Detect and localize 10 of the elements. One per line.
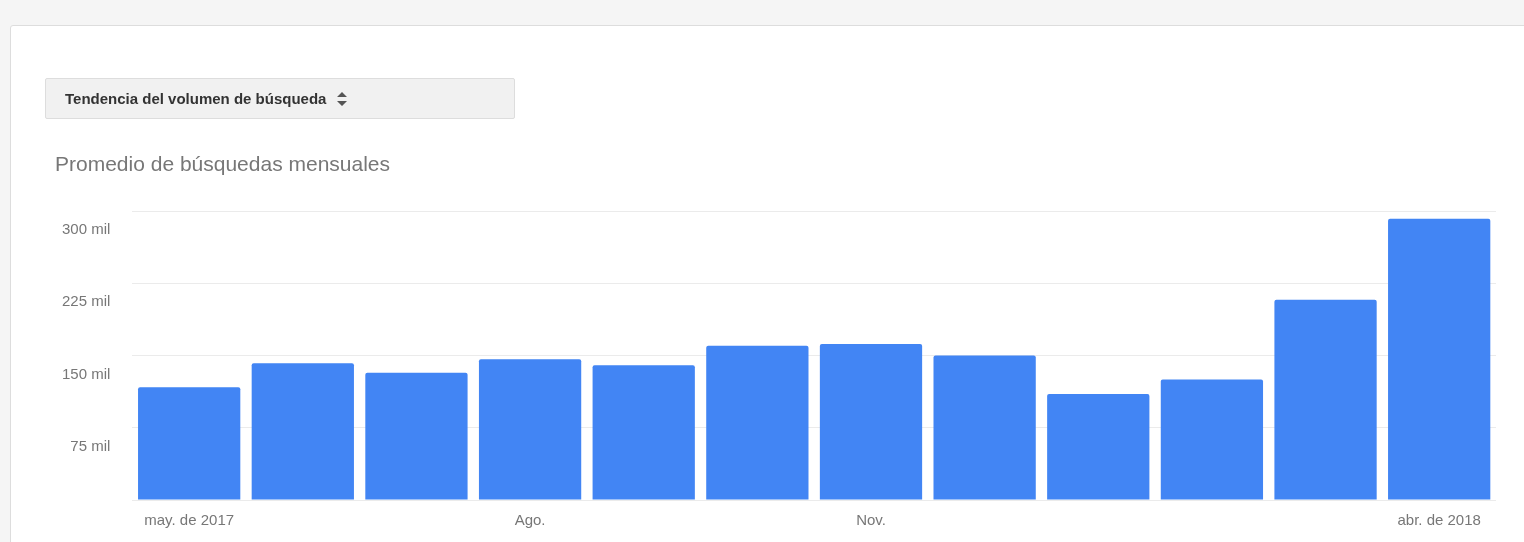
chart-title: Tendencia del volumen de búsqueda: [65, 90, 327, 107]
y-tick-label: 300 mil: [62, 220, 111, 238]
y-tick-label: 225 mil: [62, 292, 111, 310]
chart-subtitle: Promedio de búsquedas mensuales: [55, 152, 391, 176]
x-tick-label: abr. de 2018: [1397, 511, 1481, 529]
x-tick-label: Nov.: [856, 511, 886, 529]
y-tick-label: 150 mil: [62, 364, 111, 382]
x-tick-label: Ago.: [514, 511, 546, 529]
x-tick-label: may. de 2017: [144, 511, 235, 529]
y-tick-label: 75 mil: [70, 436, 111, 454]
